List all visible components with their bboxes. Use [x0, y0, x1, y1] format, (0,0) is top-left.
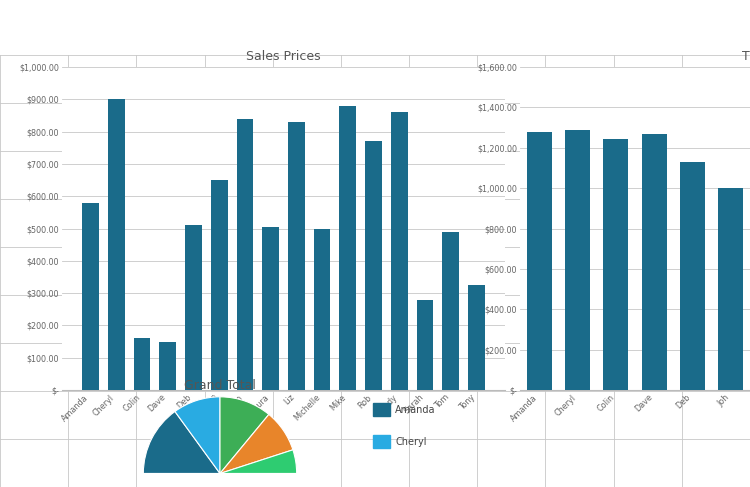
Bar — [314, 228, 331, 390]
Bar — [82, 203, 99, 390]
Text: Cheryl: Cheryl — [395, 437, 427, 447]
Bar — [211, 180, 227, 390]
Bar — [159, 341, 176, 390]
Bar — [526, 131, 551, 390]
Bar — [373, 435, 389, 448]
Title: Sales Prices: Sales Prices — [246, 50, 321, 63]
Bar — [340, 106, 356, 390]
Bar — [565, 130, 590, 390]
Text: Data Centre: Data Centre — [8, 15, 196, 43]
Text: T: T — [742, 50, 750, 63]
Bar — [391, 112, 408, 390]
Bar — [108, 99, 124, 390]
Bar — [185, 225, 202, 390]
Bar — [134, 338, 150, 390]
Wedge shape — [175, 397, 220, 473]
Wedge shape — [220, 450, 297, 473]
Bar — [373, 403, 389, 416]
Wedge shape — [220, 414, 293, 473]
Bar — [603, 139, 628, 390]
Bar — [365, 141, 382, 390]
Text: Amanda: Amanda — [395, 405, 436, 414]
Bar — [288, 122, 304, 390]
Wedge shape — [143, 412, 220, 473]
Bar — [417, 300, 434, 390]
Bar — [680, 162, 705, 390]
Bar — [718, 188, 743, 390]
Bar — [468, 285, 484, 390]
Title: Grand Total: Grand Total — [184, 379, 256, 392]
Bar — [442, 232, 459, 390]
Wedge shape — [143, 473, 297, 487]
Bar — [262, 227, 279, 390]
Bar — [642, 133, 667, 390]
Bar — [236, 119, 254, 390]
Wedge shape — [220, 397, 268, 473]
